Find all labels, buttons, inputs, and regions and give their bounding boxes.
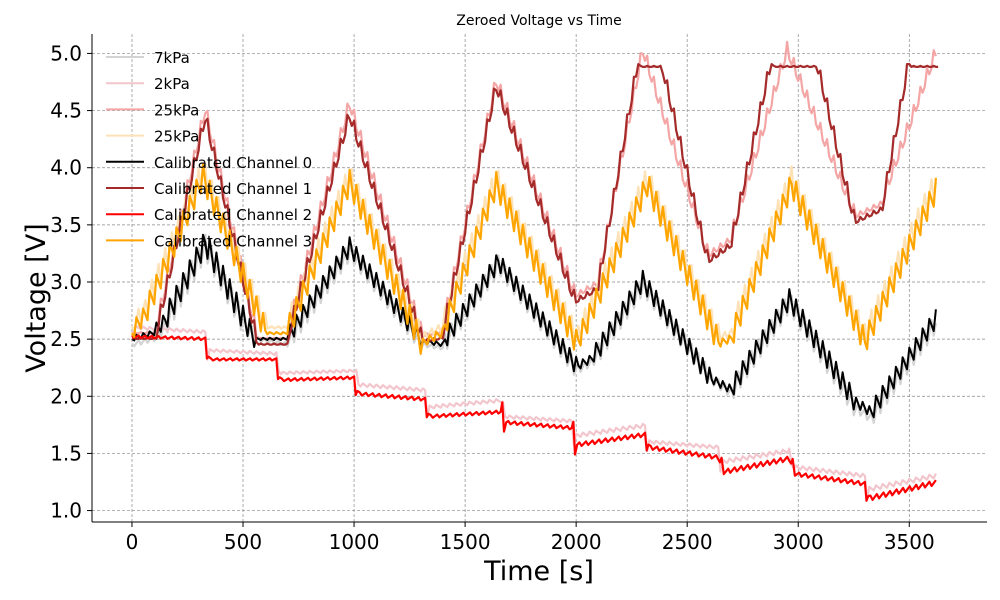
- x-tick-label: 2000: [551, 530, 602, 554]
- legend-label: Calibrated Channel 3: [154, 232, 312, 250]
- y-tick-label: 1.5: [50, 441, 82, 465]
- x-tick-label: 1500: [440, 530, 491, 554]
- legend: 7kPa 2kPa 25kPa 25kPa Calibrated Channel 0 Ca…: [106, 49, 312, 250]
- y-tick-label: 5.0: [50, 41, 82, 65]
- x-tick-label: 1000: [329, 530, 380, 554]
- y-tick-label: 4.0: [50, 156, 82, 180]
- y-tick-label: 4.5: [50, 99, 82, 123]
- legend-label: 7kPa: [154, 49, 190, 67]
- y-tick-label: 3.5: [50, 213, 82, 237]
- series-layer: [130, 40, 939, 502]
- y-tick-label: 3.0: [50, 270, 82, 294]
- chart-title: Zeroed Voltage vs Time: [456, 13, 621, 29]
- series-line: [131, 62, 939, 346]
- series-line: [131, 163, 937, 355]
- y-tick-label: 2.5: [50, 327, 82, 351]
- y-tick-label: 2.0: [50, 384, 82, 408]
- x-axis-label: Time [s]: [483, 556, 594, 587]
- y-axis-label: Voltage [V]: [21, 223, 52, 372]
- x-tick-label: 3500: [884, 530, 935, 554]
- legend-label: 25kPa: [154, 128, 199, 146]
- series-line: [131, 325, 937, 501]
- legend-label: Calibrated Channel 0: [154, 154, 312, 172]
- legend-label: 2kPa: [154, 75, 190, 93]
- x-tick-label: 500: [224, 530, 262, 554]
- series-line: [131, 334, 937, 502]
- legend-label: 25kPa: [154, 101, 199, 119]
- legend-label: Calibrated Channel 2: [154, 206, 312, 224]
- y-tick-label: 1.0: [50, 499, 82, 523]
- series-line: [131, 233, 937, 419]
- x-tick-label: 2500: [662, 530, 713, 554]
- x-tick-label: 3000: [773, 530, 824, 554]
- ticks-layer: 0 500 1000 1500 2000 2500 3000 3500 1.0 1.5 2.0 2.5…: [50, 41, 935, 554]
- axes-layer: [91, 34, 987, 523]
- legend-label: Calibrated Channel 1: [154, 180, 312, 198]
- x-tick-label: 0: [126, 530, 139, 554]
